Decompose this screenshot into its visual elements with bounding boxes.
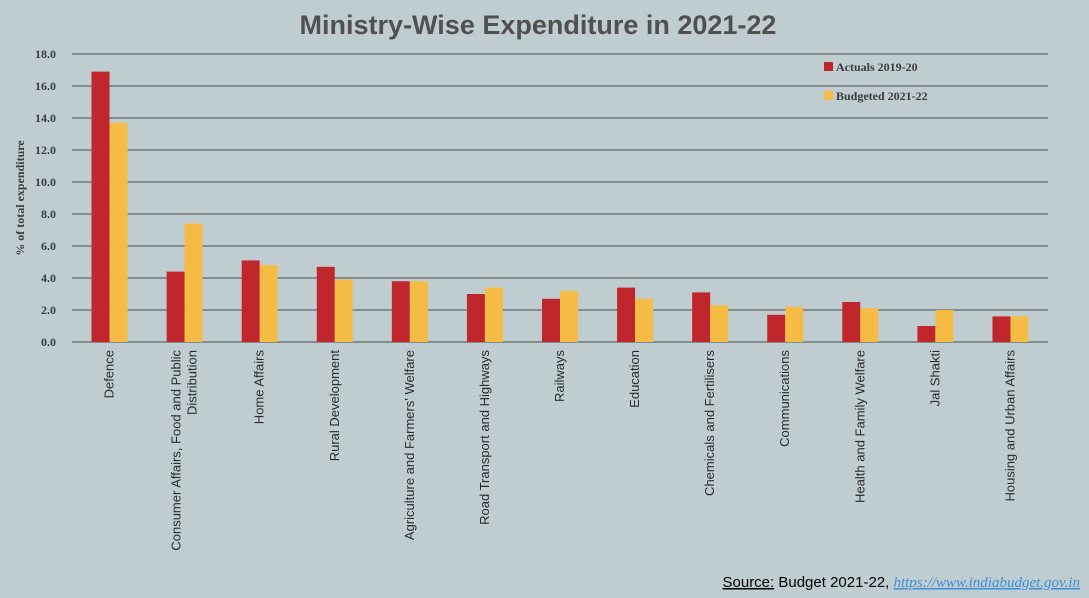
bar-budgeted-1 [184, 223, 203, 342]
bar-budgeted-2 [259, 265, 278, 342]
x-tick-label-2: Home Affairs [252, 350, 267, 425]
bar-budgeted-11 [935, 310, 954, 342]
chart-title: Ministry-Wise Expenditure in 2021-22 [300, 10, 777, 40]
bar-actuals-7 [617, 287, 636, 342]
x-tick-label-11: Jal Shakti [927, 350, 942, 406]
bar-actuals-9 [767, 314, 786, 342]
bars [91, 71, 1029, 342]
bar-actuals-4 [391, 281, 410, 342]
bar-actuals-11 [917, 326, 936, 342]
y-tick-label-6: 12.0 [35, 143, 56, 157]
source-link[interactable]: https://www.indiabudget.gov.in [893, 575, 1080, 591]
bar-budgeted-5 [484, 287, 503, 342]
y-tick-label-2: 4.0 [41, 271, 56, 285]
y-tick-label-1: 2.0 [41, 303, 56, 317]
y-tick-label-7: 14.0 [35, 111, 56, 125]
y-axis-label: % of total expenditure [13, 140, 27, 256]
y-tick-label-5: 10.0 [35, 175, 56, 189]
bar-budgeted-10 [860, 308, 879, 342]
x-tick-label-12: Housing and Urban Affairs [1002, 350, 1017, 502]
bar-actuals-6 [542, 298, 560, 342]
x-tick-label-6: Railways [552, 350, 567, 403]
y-tick-label-8: 16.0 [35, 79, 56, 93]
bar-actuals-10 [842, 302, 861, 342]
x-tick-label-7: Education [627, 350, 642, 408]
bar-budgeted-0 [109, 122, 128, 342]
y-tick-label-9: 18.0 [35, 47, 56, 61]
bar-budgeted-6 [560, 290, 578, 342]
y-tick-labels: 0.0 2.0 4.0 6.0 8.0 10.0 12.0 14.0 16.0 18.0 [35, 47, 56, 349]
legend-label-1: Budgeted 2021-22 [836, 89, 928, 103]
gridlines [72, 53, 1048, 343]
svg-text:Source: Budget 2021-22, https:: Source: Budget 2021-22, https://www.indi… [723, 574, 1081, 591]
y-tick-label-0: 0.0 [41, 335, 56, 349]
bar-actuals-8 [692, 292, 711, 342]
x-tick-label-10: Health and Family Welfare [852, 350, 867, 503]
legend-swatch-1 [824, 91, 833, 100]
x-tick-label-9: Communications [777, 350, 792, 447]
bar-actuals-12 [992, 316, 1011, 342]
x-tick-label-4: Agriculture and Farmers' Welfare [402, 350, 417, 540]
source-label: Source: [723, 574, 775, 591]
bar-actuals-1 [166, 271, 185, 342]
x-tick-label-3: Rural Development [327, 350, 342, 462]
bar-budgeted-9 [785, 306, 804, 342]
legend-label-0: Actuals 2019-20 [836, 60, 918, 74]
bar-actuals-0 [91, 71, 110, 342]
legend-swatch-0 [824, 62, 833, 71]
x-tick-labels: Defence Consumer Affairs, Food and Public… [102, 350, 1018, 551]
source-text: Budget 2021-22, [774, 574, 893, 591]
x-tick-label-5: Road Transport and Highways [477, 350, 492, 525]
x-tick-label-1: Consumer Affairs, Food and PublicDistrib… [169, 350, 200, 551]
source-note: Source: Budget 2021-22, https://www.indi… [723, 574, 1081, 591]
bar-budgeted-8 [710, 305, 729, 342]
bar-actuals-3 [316, 266, 335, 342]
bar-actuals-2 [241, 260, 260, 342]
bar-budgeted-4 [409, 281, 428, 342]
bar-actuals-5 [466, 294, 485, 342]
y-tick-label-4: 8.0 [41, 207, 56, 221]
x-tick-label-8: Chemicals and Fertilisers [702, 350, 717, 496]
y-tick-label-3: 6.0 [41, 239, 56, 253]
x-tick-label-0: Defence [102, 350, 117, 398]
bar-budgeted-12 [1010, 316, 1029, 342]
legend: Actuals 2019-20 Budgeted 2021-22 [824, 60, 928, 103]
bar-budgeted-3 [334, 279, 353, 342]
bar-budgeted-7 [635, 298, 654, 342]
